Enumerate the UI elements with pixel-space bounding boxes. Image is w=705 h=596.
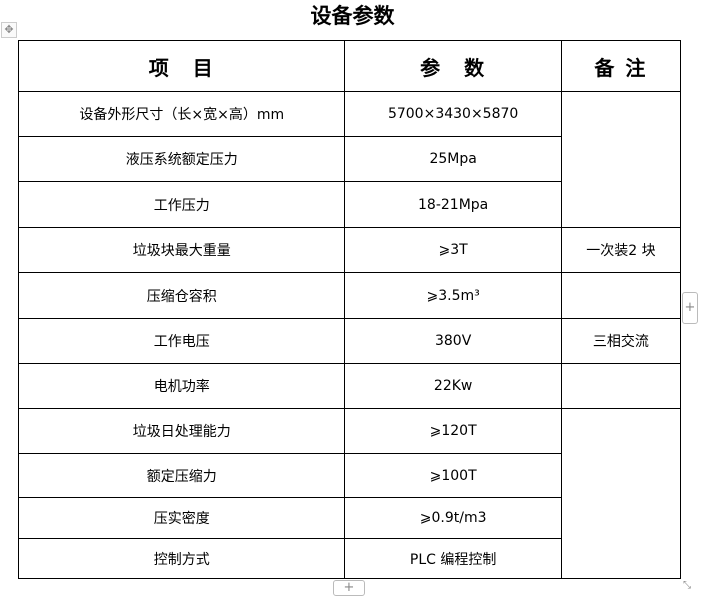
value-cell[interactable]: 22Kw: [344, 363, 562, 409]
table-row: 设备外形尺寸（长×宽×高）mm 5700×3430×5870: [17, 91, 682, 228]
table-row: 工作压力 18-21Mpa: [17, 181, 681, 228]
item-cell[interactable]: 额定压缩力: [17, 453, 346, 498]
item-cell[interactable]: 垃圾日处理能力: [17, 408, 346, 454]
item-cell[interactable]: 工作压力: [17, 181, 346, 228]
value-cell[interactable]: ⩾3.5m³: [344, 272, 562, 319]
item-cell[interactable]: 电机功率: [17, 363, 346, 409]
item-cell[interactable]: 设备外形尺寸（长×宽×高）mm: [17, 91, 346, 137]
value-cell[interactable]: PLC 编程控制: [344, 538, 562, 579]
item-cell[interactable]: 垃圾块最大重量: [17, 227, 346, 273]
table-row: 压缩仓容积 ⩾3.5m³: [17, 272, 682, 319]
table-row: 额定压缩力 ⩾100T: [17, 453, 681, 498]
table-resize-icon[interactable]: ⤡: [683, 580, 691, 591]
item-cell[interactable]: 控制方式: [17, 538, 346, 579]
table-row: 液压系统额定压力 25Mpa: [17, 136, 681, 182]
note-cell[interactable]: [560, 272, 682, 319]
value-cell[interactable]: 380V: [344, 318, 562, 364]
table-header-row: 项 目 参 数 备 注: [17, 40, 682, 92]
item-cell[interactable]: 工作电压: [17, 318, 346, 364]
table-row: 电机功率 22Kw: [17, 363, 682, 409]
note-cell[interactable]: [560, 408, 682, 579]
item-cell[interactable]: 液压系统额定压力: [17, 136, 346, 182]
value-cell[interactable]: 18-21Mpa: [344, 181, 562, 228]
value-cell[interactable]: ⩾3T: [344, 227, 562, 273]
value-cell[interactable]: ⩾100T: [344, 453, 562, 498]
page-title: 设备参数: [310, 4, 395, 28]
parameters-table: 项 目 参 数 备 注 设备外形尺寸（长×宽×高）mm 5700×3430×58…: [17, 40, 682, 579]
table-row: 垃圾块最大重量 ⩾3T 一次装2 块: [17, 227, 682, 273]
note-cell[interactable]: [560, 91, 682, 228]
value-cell[interactable]: ⩾120T: [344, 408, 562, 454]
item-cell[interactable]: 压实密度: [17, 497, 346, 539]
add-column-button[interactable]: +: [682, 292, 698, 324]
item-cell[interactable]: 压缩仓容积: [17, 272, 346, 319]
value-cell[interactable]: ⩾0.9t/m3: [344, 497, 562, 539]
note-cell[interactable]: 三相交流: [560, 318, 682, 364]
note-cell[interactable]: 一次装2 块: [560, 227, 682, 273]
note-cell[interactable]: [560, 363, 682, 409]
header-item: 项 目: [17, 40, 346, 92]
header-note: 备 注: [560, 40, 682, 92]
table-move-handle-icon[interactable]: ✥: [1, 22, 17, 38]
value-cell[interactable]: 5700×3430×5870: [344, 91, 562, 137]
table-row: 工作电压 380V 三相交流: [17, 318, 682, 364]
header-value: 参 数: [344, 40, 562, 92]
table-row: 控制方式 PLC 编程控制: [17, 538, 681, 579]
table-row: 垃圾日处理能力 ⩾120T: [17, 408, 682, 579]
table-row: 压实密度 ⩾0.9t/m3: [17, 497, 681, 539]
value-cell[interactable]: 25Mpa: [344, 136, 562, 182]
